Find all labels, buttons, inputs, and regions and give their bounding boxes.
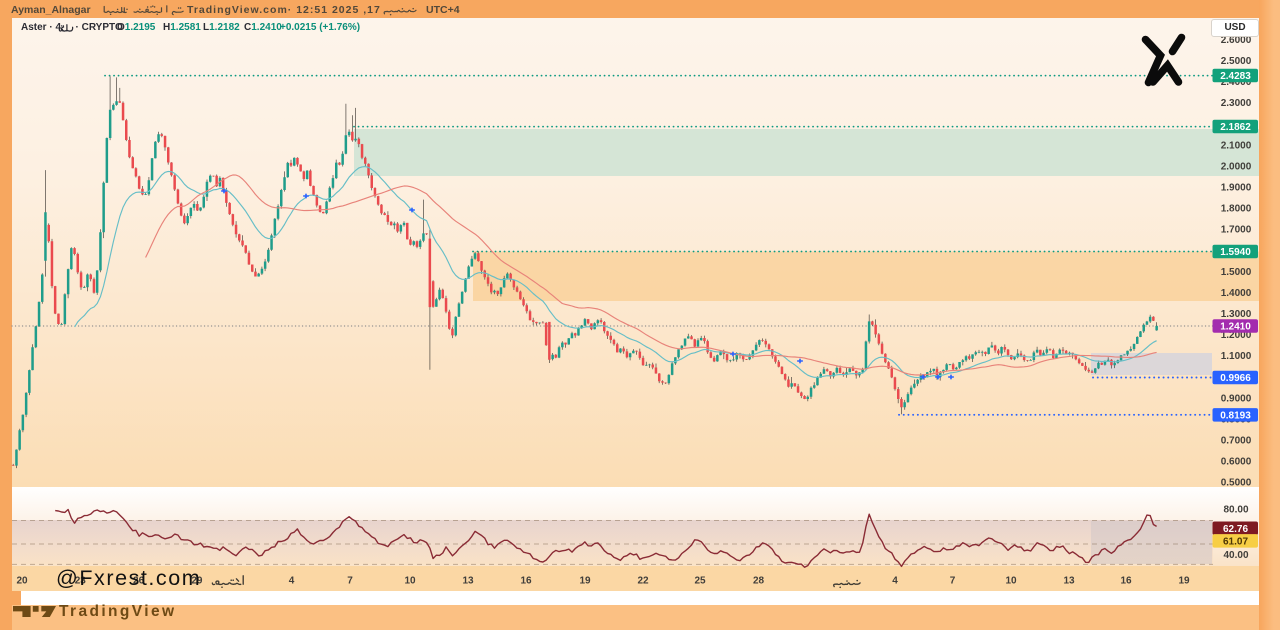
svg-text:61.07: 61.07 [1223,536,1248,547]
svg-text:13: 13 [1063,576,1075,587]
svg-text:29: 29 [191,576,203,587]
svg-text:1.2000: 1.2000 [1221,330,1252,341]
svg-text:1.7000: 1.7000 [1221,225,1252,236]
svg-text:23: 23 [75,576,87,587]
svg-text:1.9000: 1.9000 [1221,183,1252,194]
svg-text:10: 10 [404,576,416,587]
svg-text:26: 26 [133,576,145,587]
svg-text:22: 22 [637,576,649,587]
svg-text:2.4283: 2.4283 [1220,71,1251,82]
svg-text:19: 19 [579,576,591,587]
svg-text:4: 4 [892,576,898,587]
svg-text:40.00: 40.00 [1223,550,1248,561]
svg-text:0.7000: 0.7000 [1221,435,1252,446]
svg-text:2.4000: 2.4000 [1221,77,1252,88]
svg-text:1.3000: 1.3000 [1221,309,1252,320]
svg-text:2.3000: 2.3000 [1221,98,1252,109]
svg-text:7: 7 [347,576,353,587]
svg-text:19: 19 [1178,576,1190,587]
svg-text:2.1000: 2.1000 [1221,140,1252,151]
svg-text:13: 13 [462,576,474,587]
svg-text:0.9966: 0.9966 [1220,373,1251,384]
svg-text:20: 20 [16,576,28,587]
svg-text:1.1000: 1.1000 [1221,351,1252,362]
svg-text:16: 16 [520,576,532,587]
svg-text:TradingView: TradingView [59,603,176,620]
svg-text:0.9000: 0.9000 [1221,393,1252,404]
svg-text:28: 28 [753,576,765,587]
svg-text:16: 16 [1120,576,1132,587]
svg-text:80.00: 80.00 [1223,505,1248,516]
svg-text:0.5000: 0.5000 [1221,478,1252,489]
svg-text:1.2410: 1.2410 [1220,322,1251,333]
svg-text:2.0000: 2.0000 [1221,161,1252,172]
svg-text:7: 7 [950,576,956,587]
svg-text:0.6000: 0.6000 [1221,457,1252,468]
svg-text:4: 4 [289,576,295,587]
svg-text:2.6000: 2.6000 [1221,35,1252,46]
svg-text:1.5000: 1.5000 [1221,267,1252,278]
svg-text:0.8193: 0.8193 [1220,410,1251,421]
svg-text:2.5000: 2.5000 [1221,56,1252,67]
svg-text:2.1862: 2.1862 [1220,122,1251,133]
svg-text:1.4000: 1.4000 [1221,288,1252,299]
svg-text:10: 10 [1005,576,1017,587]
svg-text:25: 25 [694,576,706,587]
svg-text:1.5940: 1.5940 [1220,247,1251,258]
svg-text:1.8000: 1.8000 [1221,204,1252,215]
svg-text:62.76: 62.76 [1223,524,1248,535]
